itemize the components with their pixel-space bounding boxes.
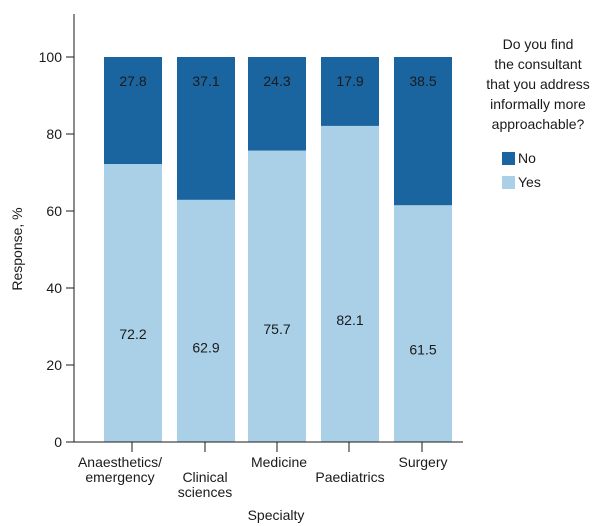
bar-yes	[104, 164, 162, 442]
legend-title-line: informally more	[490, 96, 586, 112]
data-label: 27.8	[119, 73, 146, 89]
x-tick-label: Clinical sciences	[178, 469, 232, 500]
data-label: 62.9	[192, 339, 219, 355]
bar-yes	[177, 199, 235, 442]
legend-title-line: the consultant	[494, 56, 582, 72]
bar-yes	[248, 150, 306, 442]
data-label: 61.5	[409, 341, 436, 357]
legend-title-line: Do you find	[502, 36, 574, 52]
y-tick-label: 40	[46, 280, 62, 296]
legend-label-no: No	[518, 150, 536, 166]
data-label: 75.7	[263, 321, 290, 337]
bar-yes	[321, 125, 379, 442]
legend-item-no: No	[502, 146, 608, 170]
bar-no	[177, 57, 235, 200]
bar-no	[321, 57, 379, 126]
y-tick-label: 80	[46, 126, 62, 142]
x-tick-label: Anaesthetics/emergency	[78, 454, 162, 485]
legend-swatch-no	[502, 151, 515, 165]
y-tick-label: 100	[39, 49, 63, 65]
x-tick-label: Paediatrics	[315, 469, 384, 485]
data-label: 82.1	[336, 312, 363, 328]
legend-title: Do you find the consultant that you addr…	[468, 34, 608, 134]
legend-label-yes: Yes	[518, 174, 541, 190]
y-tick-label: 60	[46, 203, 62, 219]
data-label: 37.1	[192, 73, 219, 89]
legend-title-line: approachable?	[491, 116, 585, 132]
y-tick-label: 0	[54, 434, 62, 450]
y-axis-title: Response, %	[9, 207, 25, 290]
data-label: 24.3	[263, 73, 290, 89]
legend-title-line: that you address	[486, 76, 590, 92]
bar-no	[248, 57, 306, 151]
legend-swatch-yes	[502, 175, 515, 189]
data-label: 72.2	[119, 326, 146, 342]
legend: Do you find the consultant that you addr…	[468, 34, 608, 194]
y-tick-label: 20	[46, 357, 62, 373]
bar-no	[104, 57, 162, 165]
bar-no	[394, 57, 452, 206]
x-axis-title: Specialty	[248, 507, 305, 523]
x-tick-label: Surgery	[398, 454, 447, 470]
data-label: 38.5	[409, 73, 436, 89]
data-label: 17.9	[336, 73, 363, 89]
legend-item-yes: Yes	[502, 170, 608, 194]
bar-yes	[394, 205, 452, 442]
x-tick-label: Medicine	[251, 454, 307, 470]
